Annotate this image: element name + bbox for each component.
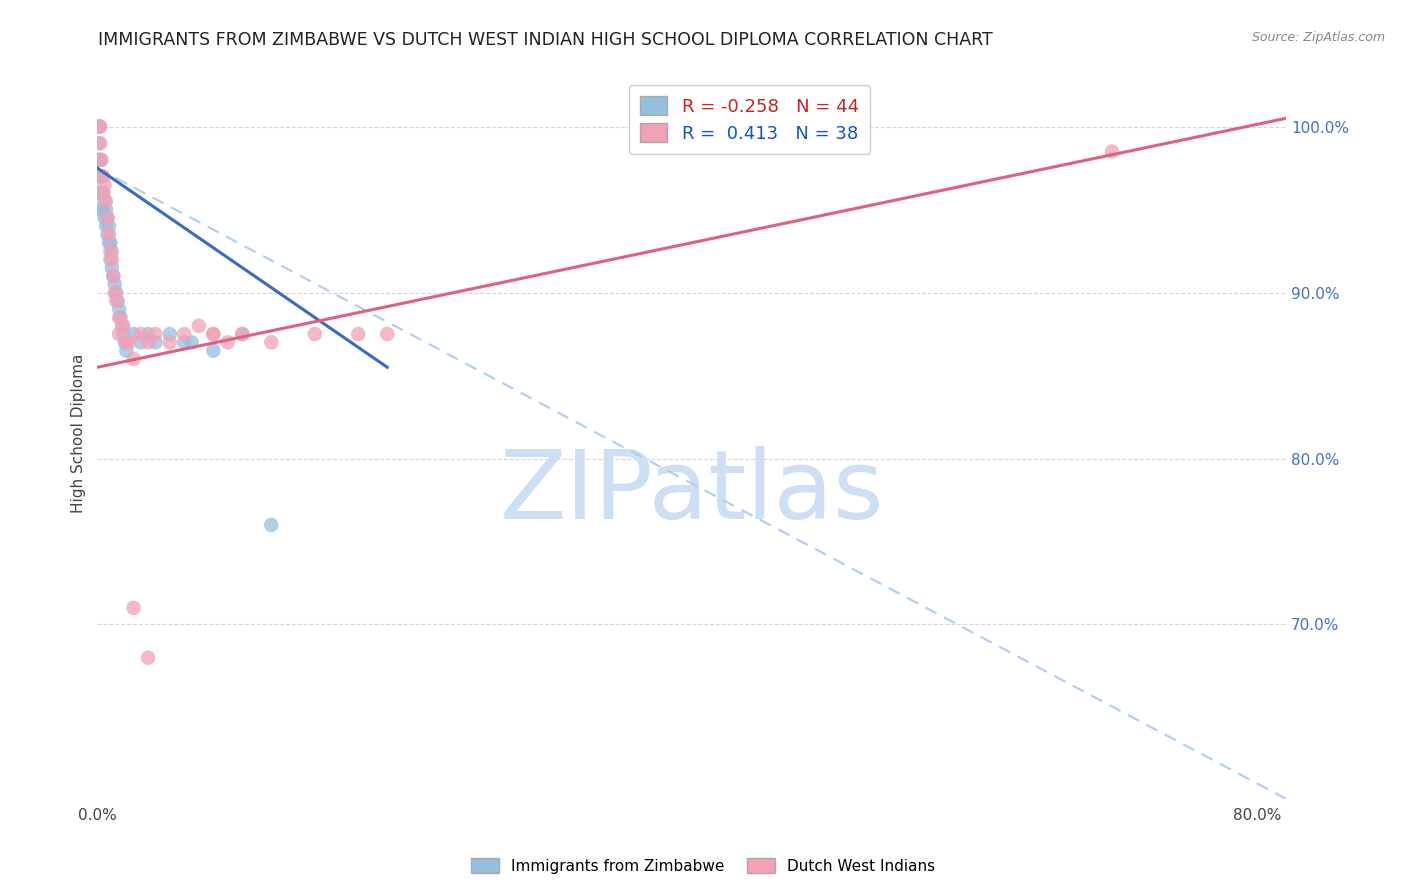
Point <box>89 186 111 200</box>
Point <box>93 178 115 192</box>
Point <box>122 351 145 366</box>
Point <box>217 335 239 350</box>
Point <box>202 327 225 342</box>
Point <box>101 252 124 267</box>
Point <box>187 318 209 333</box>
Point <box>90 153 112 167</box>
Point <box>143 327 166 342</box>
Point <box>231 327 253 342</box>
Point <box>159 327 181 342</box>
Point <box>202 343 225 358</box>
Text: ZIPatlas: ZIPatlas <box>499 446 884 539</box>
Point <box>89 153 111 167</box>
Point <box>122 327 145 342</box>
Point <box>100 244 122 258</box>
Point <box>103 268 125 283</box>
Point <box>173 327 195 342</box>
Point <box>260 335 283 350</box>
Point <box>96 211 118 225</box>
Point <box>94 202 117 217</box>
Point <box>173 335 195 350</box>
Point <box>202 327 225 342</box>
Point <box>1101 145 1123 159</box>
Point <box>90 202 112 217</box>
Point <box>112 318 135 333</box>
Point <box>100 235 122 250</box>
Point <box>103 268 125 283</box>
Point <box>89 169 111 184</box>
Point <box>89 136 111 151</box>
Point <box>105 285 128 300</box>
Text: Source: ZipAtlas.com: Source: ZipAtlas.com <box>1251 31 1385 45</box>
Point <box>136 327 159 342</box>
Point <box>87 120 110 134</box>
Point <box>105 293 128 308</box>
Point <box>94 194 117 209</box>
Point <box>97 235 120 250</box>
Y-axis label: High School Diploma: High School Diploma <box>72 354 86 513</box>
Point <box>180 335 202 350</box>
Point <box>143 335 166 350</box>
Point <box>118 335 141 350</box>
Point <box>91 186 114 200</box>
Point <box>91 186 114 200</box>
Point <box>89 120 111 134</box>
Point <box>304 327 326 342</box>
Point <box>260 517 283 532</box>
Point <box>129 327 152 342</box>
Point <box>101 260 124 275</box>
Text: IMMIGRANTS FROM ZIMBABWE VS DUTCH WEST INDIAN HIGH SCHOOL DIPLOMA CORRELATION CH: IMMIGRANTS FROM ZIMBABWE VS DUTCH WEST I… <box>98 31 993 49</box>
Point <box>159 335 181 350</box>
Point <box>115 335 138 350</box>
Point <box>231 327 253 342</box>
Point <box>108 327 131 342</box>
Point <box>114 335 136 350</box>
Point <box>94 219 117 234</box>
Point <box>97 219 120 234</box>
Point <box>115 343 138 358</box>
Point <box>97 227 120 242</box>
Point <box>129 335 152 350</box>
Point <box>108 302 131 317</box>
Point <box>91 202 114 217</box>
Point <box>136 335 159 350</box>
Legend: Immigrants from Zimbabwe, Dutch West Indians: Immigrants from Zimbabwe, Dutch West Ind… <box>465 852 941 880</box>
Point <box>93 194 115 209</box>
Point <box>110 310 132 325</box>
Point <box>111 318 134 333</box>
Point <box>108 310 131 325</box>
Point <box>87 153 110 167</box>
Point <box>136 650 159 665</box>
Point <box>107 293 129 308</box>
Point <box>91 169 114 184</box>
Point <box>86 120 108 134</box>
Point <box>104 277 127 292</box>
Point <box>96 211 118 225</box>
Point <box>87 120 110 134</box>
Point <box>93 211 115 225</box>
Legend: R = -0.258   N = 44, R =  0.413   N = 38: R = -0.258 N = 44, R = 0.413 N = 38 <box>630 85 870 153</box>
Point <box>90 169 112 184</box>
Point <box>375 327 398 342</box>
Point <box>104 285 127 300</box>
Point <box>112 327 135 342</box>
Point <box>101 244 124 258</box>
Point <box>90 186 112 200</box>
Point <box>96 227 118 242</box>
Point <box>100 252 122 267</box>
Point <box>347 327 370 342</box>
Point <box>122 601 145 615</box>
Point <box>87 136 110 151</box>
